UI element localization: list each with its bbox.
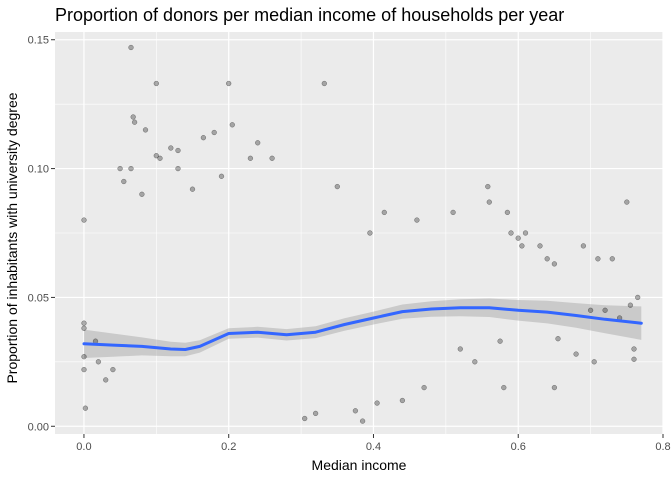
data-point [609,256,615,262]
data-point [537,243,543,249]
data-point [139,191,145,197]
data-point [95,359,102,365]
axis-layer: 0.0 0.2 0.4 0.6 0.8 0.00 0.05 0.10 0.15 [28,35,671,453]
points-layer [81,44,641,424]
data-point [200,135,207,141]
data-point [544,256,550,262]
data-point [457,346,463,352]
data-point [175,165,181,172]
y-tick-label: 0.15 [28,35,49,47]
data-point [508,230,514,236]
data-point [302,415,308,422]
data-point [595,256,601,262]
data-point [374,400,380,406]
data-point [189,186,196,192]
data-point [153,80,159,87]
data-point [269,155,275,161]
data-point [602,307,608,313]
confidence-band [84,298,642,358]
data-point [81,320,87,326]
data-point [334,183,340,190]
data-point [555,336,561,342]
data-point [515,235,521,241]
x-axis-label: Median income [312,457,407,473]
data-point [128,44,134,51]
x-tick-label: 0.6 [511,441,526,453]
data-point [421,384,427,391]
data-point [226,80,232,87]
x-tick-label: 0.2 [221,441,236,453]
data-point [551,261,558,267]
data-point [631,356,637,362]
data-point [81,366,87,373]
data-point [624,199,630,205]
data-point [218,173,225,179]
data-point [522,230,529,236]
data-point [472,359,478,365]
x-tick-label: 0.0 [76,441,91,453]
data-point [631,346,637,352]
data-point [130,114,136,120]
data-point [117,165,123,172]
data-point [367,230,373,236]
data-point [381,209,387,216]
x-tick-label: 0.8 [655,441,670,453]
data-point [175,147,181,154]
data-point [255,140,261,146]
data-point [153,153,159,159]
data-point [352,408,359,414]
data-point [211,129,217,136]
data-point [497,338,503,344]
data-point [501,384,507,391]
data-point [591,359,597,365]
data-point [81,325,87,331]
data-point [504,209,511,216]
data-point [450,209,456,216]
y-tick-label: 0.05 [28,292,49,304]
data-point [157,155,163,161]
data-point [81,354,87,360]
data-point [486,199,492,205]
data-point [103,377,109,383]
smooth-line-layer [82,306,643,351]
data-point [81,217,87,223]
data-point [573,351,579,357]
data-point [587,307,594,313]
grid-layer [55,32,664,434]
data-point [247,155,254,161]
data-point [580,243,587,249]
chart-title: Proportion of donors per median income o… [55,5,564,25]
data-point [312,410,319,417]
data-point [82,405,89,411]
data-point [635,294,641,301]
data-point [131,119,138,125]
data-point [551,384,558,391]
smooth-line [82,306,643,351]
data-point [519,243,525,249]
y-axis-label: Proportion of inhabitants with universit… [4,92,20,383]
data-point [359,418,366,424]
y-tick-label: 0.10 [28,164,49,176]
data-point [414,217,420,223]
data-point [142,127,149,133]
data-point [229,122,235,128]
y-tick-label: 0.00 [28,421,49,433]
data-point [128,165,134,172]
data-point [121,178,127,185]
data-point [321,80,327,87]
x-tick-label: 0.4 [366,441,381,453]
data-point [168,145,174,151]
data-point [399,397,406,404]
confidence-band-layer [84,298,642,358]
data-point [485,183,491,190]
data-point [110,366,116,373]
data-point [627,302,634,308]
